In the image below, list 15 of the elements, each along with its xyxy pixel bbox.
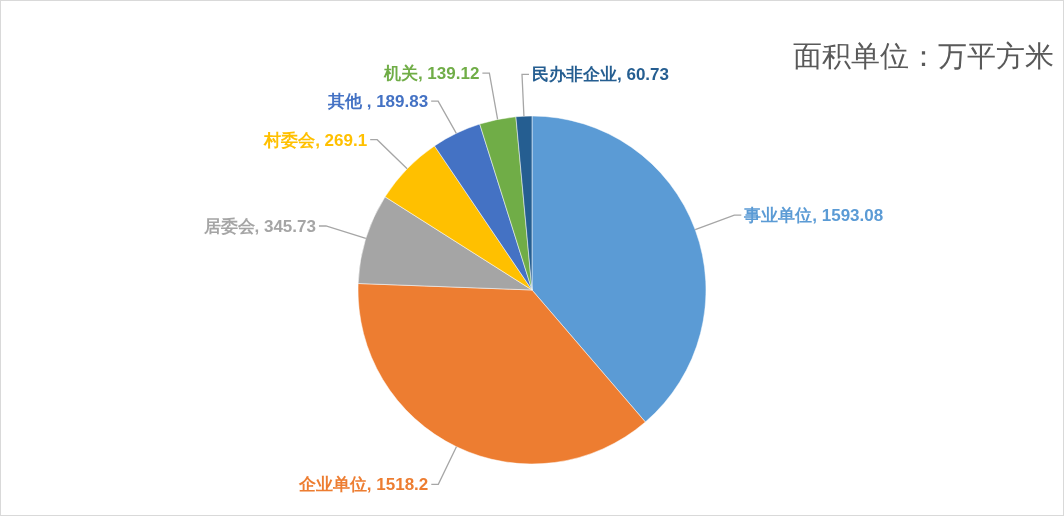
slice-label: 事业单位 xyxy=(743,206,813,225)
slice-label: 民办非企业 xyxy=(532,65,617,85)
slice-label: 村委会 xyxy=(263,130,317,150)
slice-label: 其他 xyxy=(326,92,367,112)
data-label: , 60.73 xyxy=(617,65,669,85)
data-label: , 139.12 xyxy=(417,64,480,84)
data-label: , 345.73 xyxy=(254,216,316,236)
data-label: , 1518.2 xyxy=(366,475,429,495)
data-label: , 1593.08 xyxy=(812,206,884,225)
slice-label: 企业单位 xyxy=(297,475,367,495)
slice-label: 机关 xyxy=(382,64,418,84)
data-label: , 189.83 xyxy=(366,92,429,112)
slice-label: 居委会 xyxy=(202,216,256,236)
data-label: , 269.1 xyxy=(315,130,368,150)
chart-title: 面积单位：万平方米 xyxy=(793,40,1054,72)
